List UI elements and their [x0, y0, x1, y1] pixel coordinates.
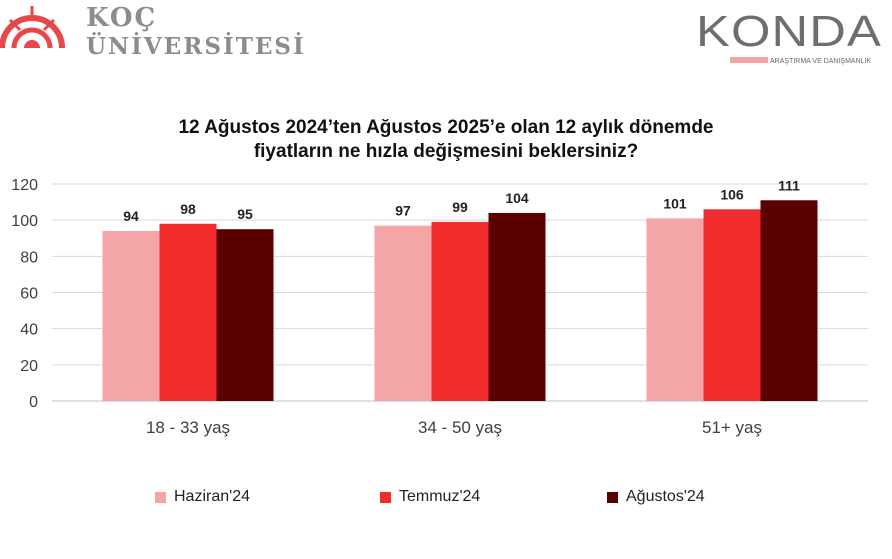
- data-label: 101: [663, 195, 687, 211]
- y-tick-label: 60: [20, 286, 38, 303]
- y-tick-label: 80: [20, 249, 38, 266]
- bar: [374, 225, 432, 401]
- bar: [488, 212, 546, 401]
- legend-label-temmuz: Temmuz'24: [399, 488, 481, 505]
- data-label: 98: [180, 201, 196, 217]
- chart-title-line2: fiyatların ne hızla değişmesini beklersi…: [253, 141, 639, 162]
- y-tick-label: 20: [20, 358, 38, 375]
- bar: [159, 223, 217, 401]
- bar: [431, 221, 489, 401]
- bar: [216, 229, 274, 401]
- legend-label-haziran: Haziran'24: [174, 488, 250, 505]
- data-label: 111: [778, 177, 800, 193]
- data-label: 94: [123, 208, 139, 224]
- konda-logo: KONDA ARAŞTIRMA VE DANIŞMANLIK: [696, 7, 882, 65]
- x-tick-label: 34 - 50 yaş: [418, 418, 502, 437]
- konda-logo-tagline: ARAŞTIRMA VE DANIŞMANLIK: [770, 58, 871, 65]
- koc-emblem-icon: [0, 6, 65, 49]
- bar: [703, 209, 761, 401]
- bar: [646, 218, 704, 401]
- legend-item-temmuz: Temmuz'24: [380, 486, 480, 508]
- data-label: 97: [395, 203, 411, 219]
- data-label: 106: [720, 186, 744, 202]
- y-tick-label: 120: [11, 177, 38, 194]
- chart-title-line1: 12 Ağustos 2024’ten Ağustos 2025’e olan …: [178, 117, 714, 138]
- konda-logo-name: KONDA: [696, 7, 882, 56]
- y-tick-label: 100: [11, 213, 38, 230]
- y-tick-label: 40: [20, 322, 38, 339]
- chart-title: 12 Ağustos 2024’ten Ağustos 2025’e olan …: [0, 116, 892, 164]
- bar-chart: 0 20 40 60 80 100 120 94 98 95 18 - 33 yaş 97 99 104 3…: [11, 177, 868, 437]
- y-tick-label: 0: [29, 394, 38, 411]
- data-label: 95: [237, 206, 253, 222]
- legend-swatch-agustos: [607, 491, 618, 503]
- data-label: 104: [505, 190, 529, 206]
- legend-swatch-temmuz: [380, 491, 391, 503]
- konda-logo-bar: [730, 57, 768, 63]
- legend-item-haziran: Haziran'24: [155, 486, 250, 508]
- koc-logo-line1: KOÇ: [86, 3, 157, 33]
- x-tick-label: 51+ yaş: [702, 418, 762, 437]
- x-tick-label: 18 - 33 yaş: [146, 418, 230, 437]
- legend-swatch-haziran: [155, 491, 166, 503]
- koc-universitesi-logo: KOÇ ÜNİVERSİTESİ: [0, 3, 306, 60]
- data-label: 99: [452, 199, 468, 215]
- legend-item-agustos: Ağustos'24: [607, 486, 705, 508]
- legend-label-agustos: Ağustos'24: [626, 488, 705, 505]
- koc-logo-line2: ÜNİVERSİTESİ: [86, 32, 306, 60]
- bar: [760, 200, 818, 401]
- bar: [102, 231, 160, 401]
